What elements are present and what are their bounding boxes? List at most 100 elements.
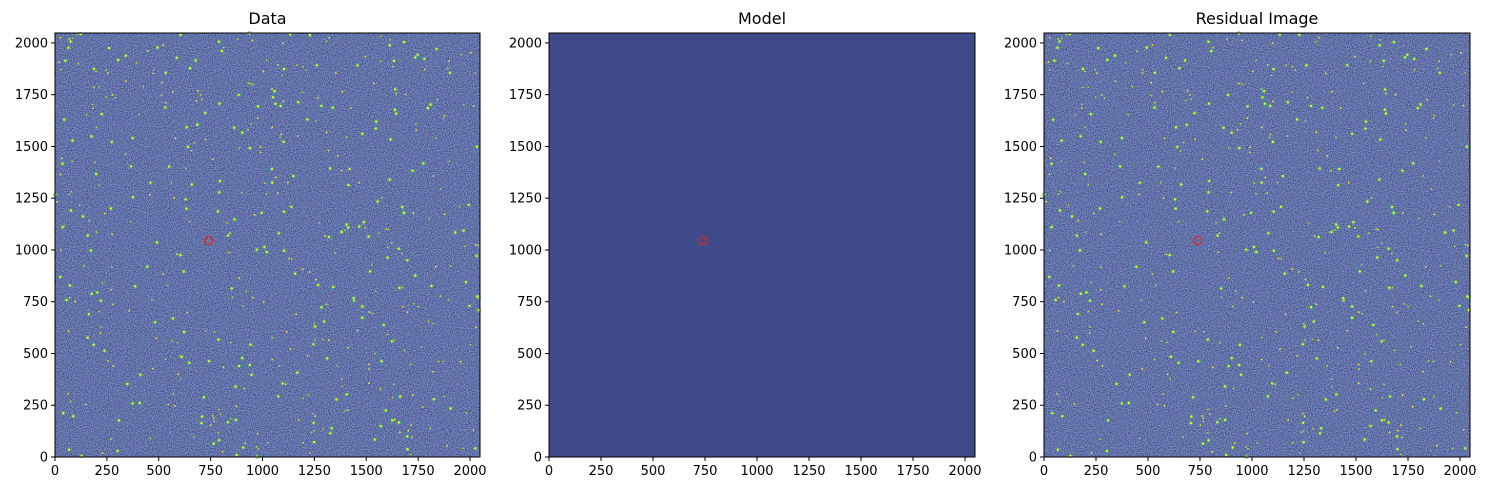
star-core <box>476 295 479 298</box>
star-core <box>448 71 452 75</box>
star-core <box>1238 343 1242 346</box>
star-core <box>1309 306 1313 309</box>
star-core <box>1279 348 1281 350</box>
star-core <box>180 377 182 380</box>
star-core <box>386 246 389 249</box>
star-core <box>1294 69 1297 71</box>
star-sources <box>1041 31 1472 459</box>
x-tick-label: 1000 <box>246 464 279 479</box>
star-core <box>1100 266 1102 268</box>
star-core <box>204 330 207 332</box>
star-core <box>282 140 285 144</box>
y-tick-label: 1500 <box>15 140 48 155</box>
star-core <box>1081 107 1083 110</box>
star-core <box>1324 398 1328 401</box>
star-core <box>81 215 85 218</box>
star-core <box>443 115 446 117</box>
star-core <box>327 235 331 239</box>
star-core <box>1419 103 1422 106</box>
star-core <box>135 62 138 64</box>
star-core <box>1313 235 1316 237</box>
star-core <box>1402 212 1404 215</box>
star-core <box>440 187 442 190</box>
star-core <box>1401 169 1404 172</box>
star-core <box>368 368 371 370</box>
star-core <box>185 207 188 210</box>
star-core <box>1051 412 1054 415</box>
star-core <box>468 304 471 308</box>
star-core <box>1388 286 1391 290</box>
star-core <box>1090 281 1093 284</box>
star-core <box>1118 221 1121 223</box>
star-core <box>403 349 406 352</box>
star-core <box>167 403 170 406</box>
star-core <box>1264 176 1267 179</box>
star-core <box>374 290 377 292</box>
star-core <box>1346 329 1349 332</box>
star-core <box>1161 393 1164 395</box>
star-core <box>1330 230 1333 234</box>
star-core <box>1120 136 1124 140</box>
star-core <box>371 312 374 315</box>
y-tick-label: 1000 <box>1004 243 1037 258</box>
star-core <box>1410 345 1413 348</box>
star-core <box>1243 214 1245 216</box>
star-core <box>324 235 326 237</box>
star-core <box>1047 61 1050 64</box>
star-core <box>262 70 265 73</box>
star-core <box>1324 251 1326 254</box>
star-core <box>1318 167 1321 170</box>
star-core <box>1063 300 1065 303</box>
star-core <box>393 418 396 421</box>
y-tick-label: 1000 <box>509 243 542 258</box>
star-core <box>199 94 202 97</box>
y-tick-label: 2000 <box>509 36 542 51</box>
star-core <box>1118 165 1122 168</box>
star-core <box>313 325 317 328</box>
star-core <box>1465 254 1468 258</box>
star-core <box>1381 65 1384 68</box>
star-core <box>1366 200 1369 203</box>
x-tick-label: 0 <box>51 464 59 479</box>
star-core <box>1087 310 1090 313</box>
star-core <box>1096 359 1099 362</box>
star-core <box>1303 322 1305 325</box>
star-core <box>1088 299 1092 302</box>
star-core <box>477 244 479 247</box>
star-core <box>1260 336 1263 339</box>
star-core <box>1467 244 1469 247</box>
star-core <box>374 127 377 130</box>
star-core <box>327 149 330 152</box>
star-core <box>271 96 275 99</box>
star-core <box>1127 113 1130 116</box>
star-core <box>385 228 387 231</box>
star-core <box>1324 72 1327 75</box>
star-core <box>1048 36 1051 39</box>
star-core <box>1315 303 1317 306</box>
star-core <box>1270 74 1273 77</box>
star-core <box>1287 419 1290 421</box>
y-tick-label: 500 <box>23 347 48 362</box>
star-core <box>368 270 372 273</box>
star-core <box>459 360 462 363</box>
star-core <box>117 58 120 62</box>
star-core <box>242 446 245 449</box>
star-core <box>1450 53 1453 56</box>
star-core <box>1048 69 1051 71</box>
star-core <box>275 176 277 179</box>
star-core <box>1255 250 1258 254</box>
star-core <box>1249 211 1253 214</box>
star-core <box>138 401 141 405</box>
star-core <box>185 167 187 170</box>
star-core <box>1413 57 1416 61</box>
star-core <box>391 397 394 399</box>
x-tick-label: 1250 <box>792 464 825 479</box>
star-core <box>1085 291 1088 294</box>
star-core <box>68 284 72 287</box>
chart-title: Residual Image <box>1196 9 1319 28</box>
star-core <box>1171 270 1175 273</box>
star-core <box>1271 100 1274 103</box>
star-core <box>227 251 230 254</box>
star-core <box>129 165 133 168</box>
star-core <box>474 72 477 74</box>
